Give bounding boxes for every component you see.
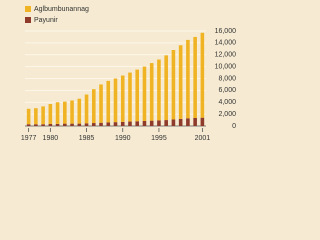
legend-swatch: [25, 17, 31, 23]
legend-swatch: [25, 6, 31, 12]
bar-segment: [193, 36, 197, 118]
bar-segment: [34, 108, 38, 125]
bar-segment: [84, 94, 89, 124]
bar-segment: [135, 69, 140, 122]
x-tick-label: 1985: [79, 135, 95, 142]
bar-segment: [26, 124, 31, 126]
bar-segment: [149, 120, 154, 126]
y-tick-label: 0: [232, 123, 236, 130]
y-tick-label: 4,000: [218, 99, 236, 106]
bar-segment: [55, 123, 60, 126]
y-tick-label: 8,000: [218, 75, 236, 82]
x-tick-label: 2001: [195, 135, 211, 142]
bar-segment: [171, 119, 176, 126]
y-tick-label: 2,000: [218, 111, 236, 118]
bar-segment: [41, 124, 45, 126]
bar-segment: [113, 122, 118, 126]
bar-segment: [186, 118, 190, 126]
bar-segment: [34, 124, 38, 126]
bar-segment: [157, 59, 161, 121]
bar-segment: [178, 118, 183, 126]
bar-segment: [99, 122, 103, 126]
bar-segment: [84, 123, 89, 126]
bar-segment: [120, 121, 125, 126]
legend-label: Aglbumbunannag: [34, 6, 89, 13]
bar-segment: [142, 66, 147, 121]
bar-segment: [128, 121, 132, 126]
bar-segment: [70, 123, 74, 126]
bar-segment: [106, 80, 111, 123]
bar-segment: [193, 117, 197, 126]
x-tick-label: 1977: [21, 135, 37, 142]
x-tick-label: 1980: [43, 135, 59, 142]
bar-segment: [164, 120, 168, 126]
chart: 0 2,000 4,000 6,000 8,000 10,000 12,000 14,000 1…: [21, 6, 237, 142]
bar-segment: [63, 123, 67, 126]
x-tick-label: 1995: [151, 135, 167, 142]
bar-segment: [91, 123, 96, 126]
bar-segment: [142, 120, 147, 126]
bar-segment: [41, 106, 45, 125]
bar-segment: [178, 45, 183, 119]
bar-segment: [171, 50, 176, 120]
bar-segment: [120, 75, 125, 122]
bar-segment: [113, 78, 118, 123]
legend-label: Payunir: [34, 17, 58, 24]
bar-segment: [200, 117, 205, 126]
bar-segment: [149, 63, 154, 121]
bar-segment: [157, 120, 161, 126]
y-tick-label: 6,000: [218, 87, 236, 94]
bar-segment: [55, 102, 60, 124]
bar-segment: [63, 101, 67, 124]
bar-segment: [48, 123, 53, 126]
y-tick-label: 10,000: [215, 63, 237, 70]
bar-segment: [77, 98, 82, 124]
bar-segment: [99, 84, 103, 123]
bar-segment: [48, 104, 53, 124]
bar-segment: [135, 121, 140, 126]
bar-segment: [70, 100, 74, 124]
y-tick-label: 16,000: [215, 28, 237, 35]
bar-segment: [77, 123, 82, 126]
y-tick-label: 12,000: [215, 52, 237, 59]
x-tick-label: 1990: [115, 135, 131, 142]
bar-segment: [164, 55, 168, 121]
bar-segment: [106, 122, 111, 126]
bar-segment: [200, 32, 205, 118]
bar-segment: [26, 108, 31, 125]
bar-segment: [91, 89, 96, 124]
bar-segment: [128, 72, 132, 122]
bar-segment: [186, 39, 190, 119]
y-tick-label: 14,000: [215, 40, 237, 47]
